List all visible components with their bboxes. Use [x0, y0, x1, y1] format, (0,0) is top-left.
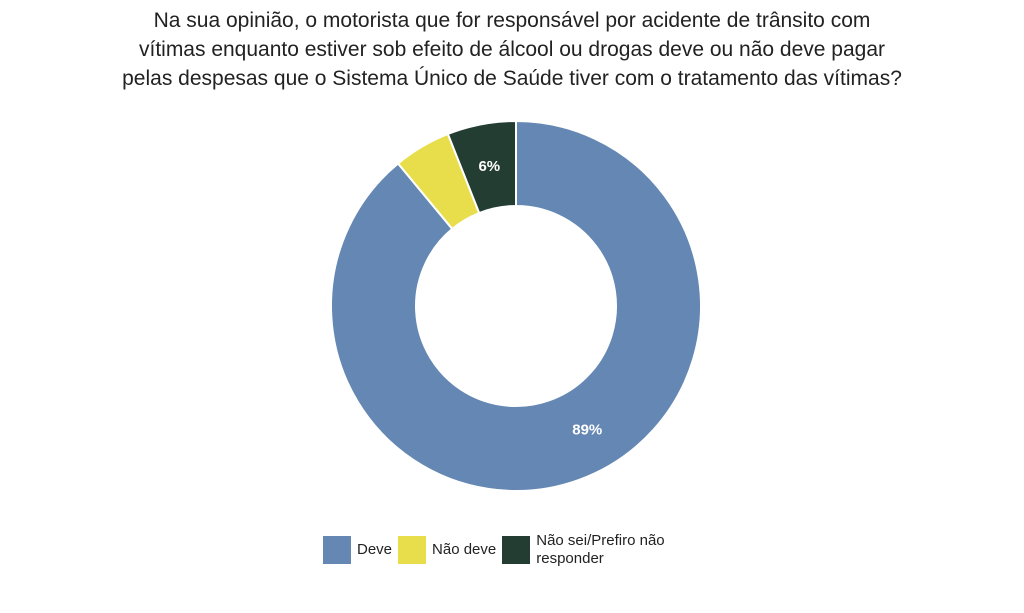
- legend-item-deve: Deve: [323, 536, 392, 564]
- chart-title: Na sua opinião, o motorista que for resp…: [0, 6, 1024, 93]
- chart-title-line-2: vítimas enquanto estiver sob efeito de á…: [138, 38, 885, 61]
- chart-title-line-3: pelas despesas que o Sistema Único de Sa…: [122, 67, 902, 90]
- legend-label-deve: Deve: [357, 541, 393, 558]
- legend-swatch-nao-deve: [398, 536, 427, 564]
- slice-deve: [330, 119, 702, 492]
- legend-label-nao-sei: Não sei/Prefiro não responder: [536, 532, 665, 567]
- legend-swatch-deve: [323, 536, 351, 564]
- legend-swatch-nao-sei: [502, 536, 531, 564]
- legend-label-nao-deve: Não deve: [432, 541, 497, 558]
- chart-title-line-1: Na sua opinião, o motorista que for resp…: [153, 9, 871, 32]
- data-label-deve: 89%: [572, 421, 602, 438]
- chart-legend: Deve Não deve Não sei/Prefiro não respon…: [323, 528, 700, 572]
- data-label-nao-sei: 6%: [478, 158, 500, 175]
- legend-item-nao-deve: Não deve: [398, 536, 496, 564]
- legend-item-nao-sei: Não sei/Prefiro não responder: [502, 532, 694, 568]
- slice-nao-sei: [446, 119, 517, 215]
